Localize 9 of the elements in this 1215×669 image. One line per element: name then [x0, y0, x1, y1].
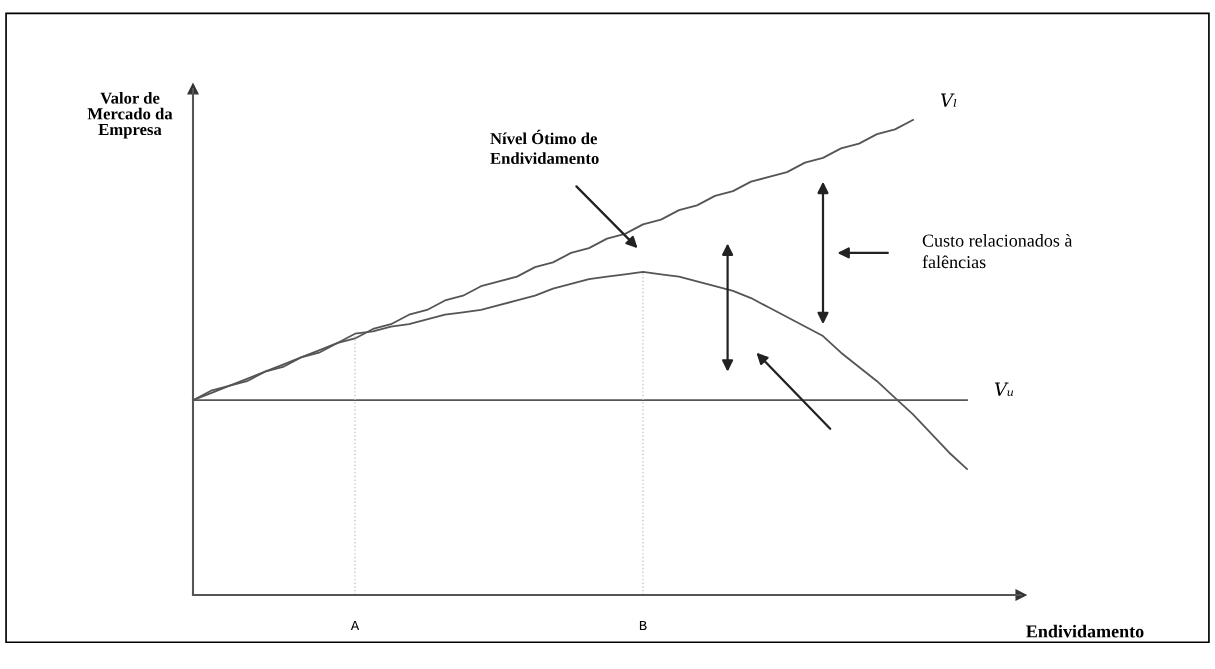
y-axis-title: Valor de Mercado da Empresa [87, 92, 173, 139]
x-axis-title: Endividamento [490, 152, 599, 165]
series-label: Vᵤ [994, 382, 1014, 396]
series-label: Vₗ [940, 93, 957, 107]
annotation: Custo relacionados à falências [922, 234, 1073, 269]
x-tick-label: A [350, 620, 360, 631]
text: Endividamento [1026, 624, 1144, 638]
text: Nível Ótimo de [490, 129, 597, 145]
x-tick-label: B [639, 620, 647, 631]
